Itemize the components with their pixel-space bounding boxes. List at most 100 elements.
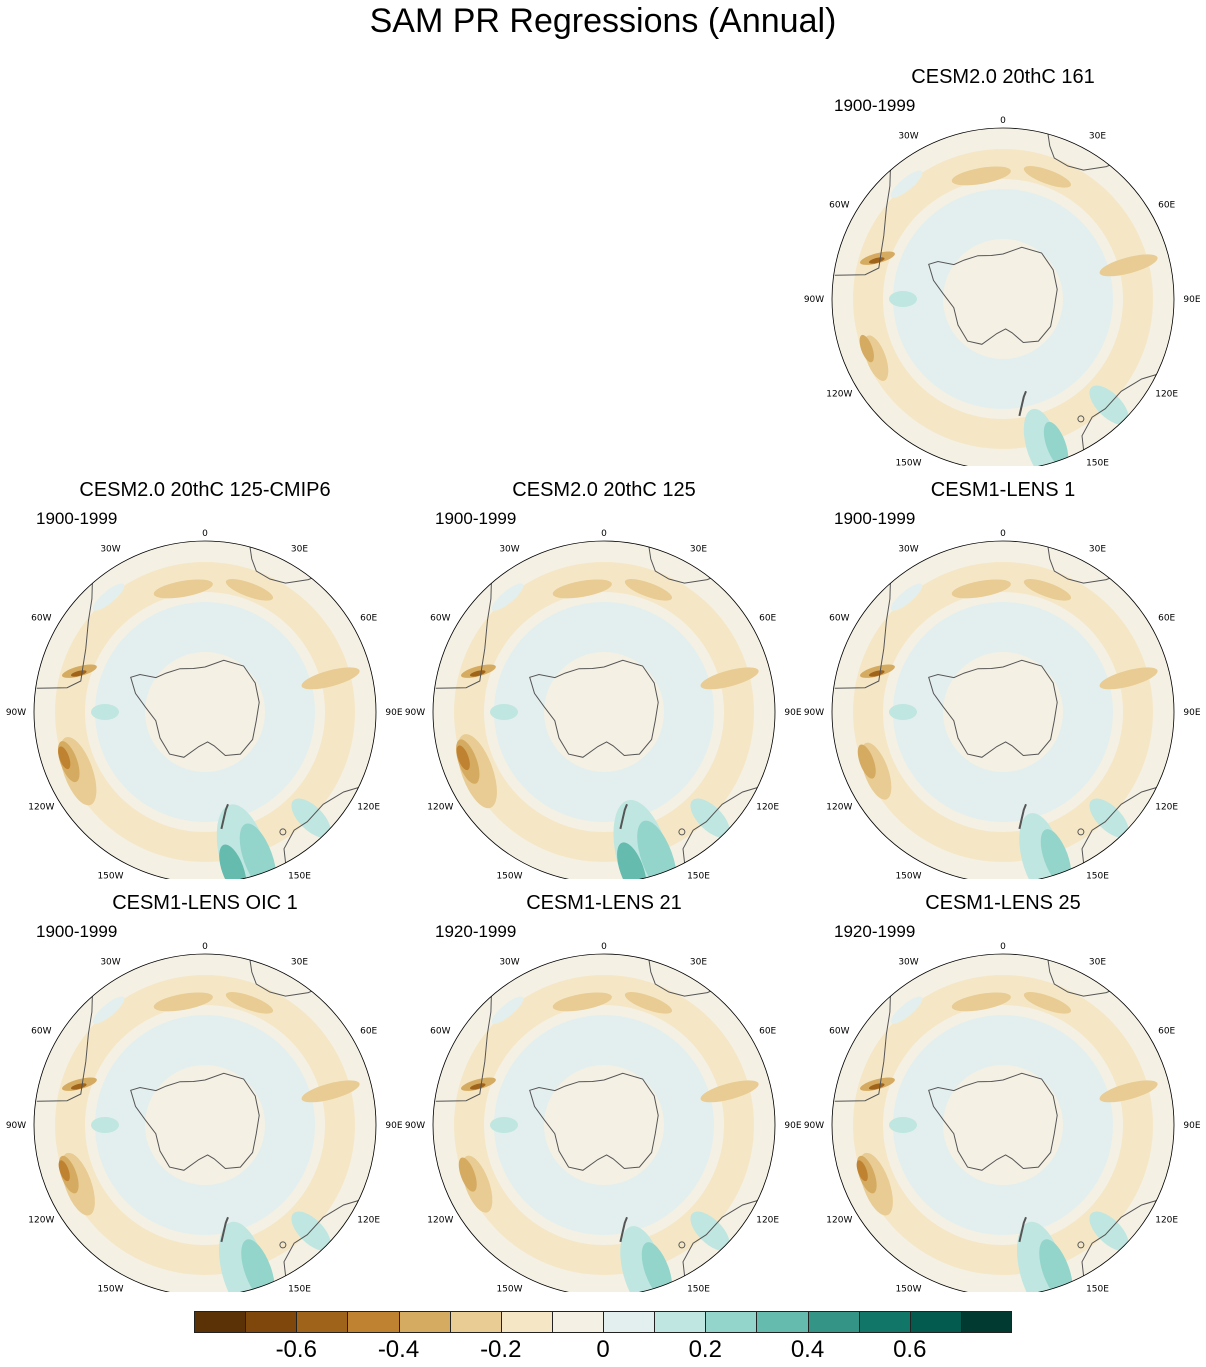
polar-map: 030E60E90E120E150E180150W120W90W60W30W xyxy=(6,942,403,1292)
precip-anomaly-patch xyxy=(153,992,213,1012)
australia-coastline xyxy=(283,785,364,864)
precip-anomaly-patch xyxy=(859,334,874,363)
precip-anomaly-patch xyxy=(92,583,125,611)
colorbar-tick-label: 0.2 xyxy=(688,1336,722,1363)
longitude-label: 90W xyxy=(804,1121,824,1131)
anomaly-field xyxy=(36,954,364,1292)
antarctica-coastline xyxy=(529,659,659,758)
longitude-label: 60E xyxy=(1158,201,1175,211)
panel-title: CESM2.0 20thC 161 xyxy=(911,66,1095,88)
longitude-label: 120E xyxy=(357,803,380,813)
longitude-label: 120E xyxy=(1155,390,1178,400)
precip-anomaly-patch xyxy=(951,166,1011,186)
longitude-label: 60W xyxy=(829,614,849,624)
antarctica-coastline xyxy=(928,659,1058,758)
colorbar-swatch xyxy=(603,1311,655,1333)
australia-coastline xyxy=(682,785,763,864)
colorbar-swatch xyxy=(296,1311,348,1333)
longitude-label: 150E xyxy=(687,1285,710,1292)
longitude-label: 120E xyxy=(756,803,779,813)
longitude-label: 120W xyxy=(826,390,852,400)
longitude-label: 120E xyxy=(1155,803,1178,813)
longitude-label: 150W xyxy=(97,1285,123,1292)
longitude-label: 0 xyxy=(601,529,607,539)
colorbar-swatch xyxy=(398,1311,450,1333)
longitude-label: 150W xyxy=(895,1285,921,1292)
africa-coastline xyxy=(1046,541,1119,584)
longitude-label: 0 xyxy=(1000,529,1006,539)
precip-anomaly-patch xyxy=(301,1080,360,1103)
precip-anomaly-patch xyxy=(1099,667,1158,690)
new-zealand-coastline xyxy=(220,803,229,830)
precip-anomaly-patch xyxy=(700,1080,759,1103)
longitude-label: 30E xyxy=(1089,957,1106,967)
longitude-label: 60W xyxy=(430,614,450,624)
longitude-label: 150W xyxy=(895,459,921,466)
polar-map: 030E60E90E120E150E180150W120W90W60W30W xyxy=(6,529,403,879)
africa-coastline xyxy=(248,541,321,584)
longitude-label: 150E xyxy=(1086,459,1109,466)
precip-anomaly-patch xyxy=(301,667,360,690)
precip-anomaly-patch xyxy=(552,579,612,599)
map-border xyxy=(831,953,1175,1292)
longitude-label: 30E xyxy=(1089,544,1106,554)
precip-anomaly-patch xyxy=(617,842,647,879)
map-border xyxy=(432,540,776,879)
precip-anomaly-patch xyxy=(458,1157,477,1192)
colorbar-swatch xyxy=(960,1311,1012,1333)
precip-anomaly-patch xyxy=(700,667,759,690)
longitude-label: 30W xyxy=(898,131,918,141)
panel-period: 1900-1999 xyxy=(834,96,916,115)
longitude-label: 60W xyxy=(829,1027,849,1037)
south-america-coastline xyxy=(834,164,891,276)
precip-anomaly-patch xyxy=(225,992,274,1014)
anomaly-field xyxy=(36,541,364,879)
longitude-label: 60E xyxy=(759,614,776,624)
longitude-label: 30E xyxy=(690,544,707,554)
panel-title: CESM2.0 20thC 125-CMIP6 xyxy=(79,479,331,501)
precip-anomaly-patch xyxy=(219,844,247,879)
new-zealand-coastline xyxy=(1018,390,1027,417)
precip-anomaly-patch xyxy=(58,1160,70,1182)
colorbar-swatch xyxy=(245,1311,297,1333)
positive-ring xyxy=(893,602,1113,822)
longitude-label: 30W xyxy=(499,544,519,554)
africa-coastline xyxy=(1046,128,1119,171)
positive-ring xyxy=(893,189,1113,409)
colorbar-swatch xyxy=(705,1311,757,1333)
longitude-label: 60W xyxy=(430,1027,450,1037)
panel-cesm2-161: CESM2.0 20thC 161 1900-1999 0 30E 60E 90E 12… xyxy=(803,66,1203,486)
map-border xyxy=(831,540,1175,879)
precip-anomaly-patch xyxy=(951,579,1011,599)
colorbar-swatch xyxy=(909,1311,961,1333)
colorbar-swatch xyxy=(551,1311,603,1333)
new-zealand-coastline xyxy=(619,803,628,830)
longitude-label: 60E xyxy=(360,614,377,624)
longitude-label: 120W xyxy=(28,803,54,813)
antarctica-coastline xyxy=(130,1072,260,1171)
positive-ring xyxy=(95,1015,315,1235)
precip-anomaly-patch xyxy=(890,996,923,1024)
longitude-label: 60W xyxy=(829,201,849,211)
colorbar-swatch xyxy=(756,1311,808,1333)
longitude-label: 90E xyxy=(385,1121,402,1131)
tasmania-coastline xyxy=(1077,415,1085,423)
longitude-label: 150E xyxy=(288,1285,311,1292)
precip-anomaly-patch xyxy=(153,579,213,599)
south-america-coastline xyxy=(435,990,492,1102)
figure-title: SAM PR Regressions (Annual) xyxy=(369,2,837,40)
panel-cesm2-125: CESM2.0 20thC 125 1900-1999 0 30E 60E 90E 12… xyxy=(404,479,804,899)
panel-title: CESM1-LENS 21 xyxy=(526,892,682,914)
australia-coastline xyxy=(1081,1198,1162,1277)
positive-ring xyxy=(494,602,714,822)
map-border xyxy=(831,127,1175,466)
precip-anomaly-patch xyxy=(91,704,119,720)
precip-anomaly-patch xyxy=(624,579,673,601)
longitude-label: 150W xyxy=(496,872,522,879)
australia-coastline xyxy=(1081,785,1162,864)
antarctica-coastline xyxy=(130,659,260,758)
longitude-label: 90E xyxy=(1183,708,1200,718)
tasmania-coastline xyxy=(279,828,287,836)
panel-period: 1900-1999 xyxy=(36,922,118,941)
colorbar-swatch xyxy=(500,1311,552,1333)
